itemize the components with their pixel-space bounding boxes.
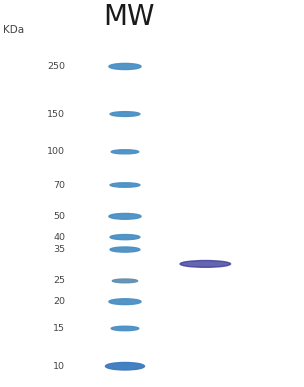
Text: KDa: KDa <box>3 25 24 35</box>
Ellipse shape <box>180 260 230 267</box>
Text: 35: 35 <box>53 245 65 254</box>
Ellipse shape <box>111 326 139 330</box>
Ellipse shape <box>112 279 138 283</box>
Text: 15: 15 <box>54 324 65 333</box>
Ellipse shape <box>109 299 141 305</box>
Text: 25: 25 <box>54 276 65 285</box>
Text: 50: 50 <box>54 212 65 221</box>
Text: MW: MW <box>103 3 155 31</box>
Text: 250: 250 <box>47 62 65 71</box>
Text: 70: 70 <box>54 180 65 190</box>
Ellipse shape <box>110 183 140 187</box>
Ellipse shape <box>109 63 141 70</box>
Ellipse shape <box>109 214 141 219</box>
Ellipse shape <box>110 235 140 240</box>
Text: 150: 150 <box>47 110 65 118</box>
Ellipse shape <box>105 363 144 370</box>
Ellipse shape <box>110 112 140 116</box>
Ellipse shape <box>110 247 140 252</box>
Ellipse shape <box>111 150 139 154</box>
Text: 40: 40 <box>54 233 65 241</box>
Text: 20: 20 <box>54 297 65 306</box>
Text: 100: 100 <box>47 147 65 156</box>
Text: 10: 10 <box>54 362 65 371</box>
